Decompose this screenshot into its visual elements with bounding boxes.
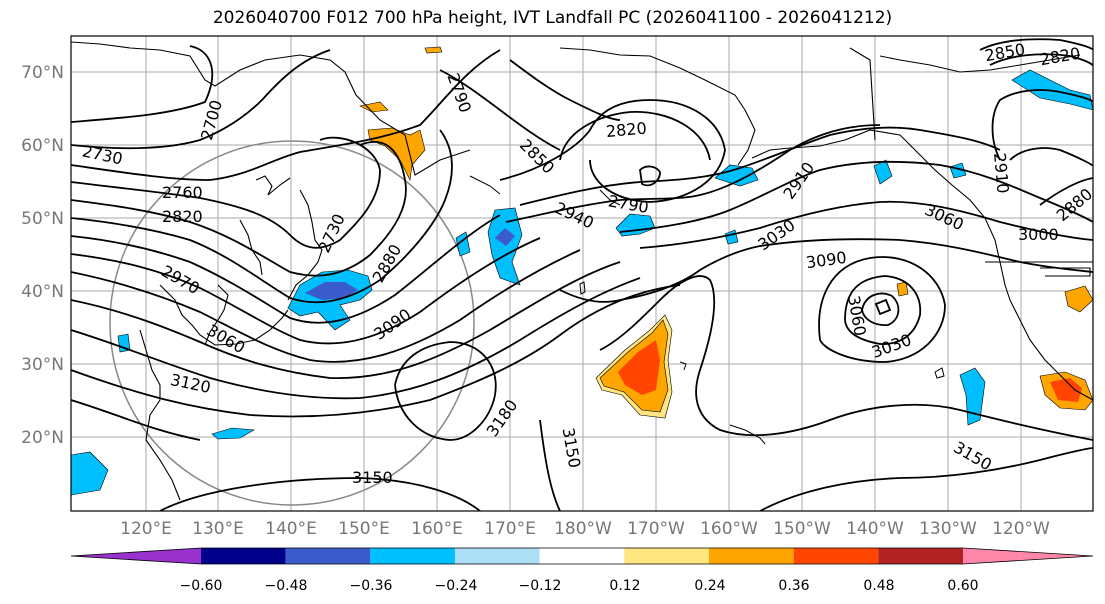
ivt-positive-shading [359, 46, 1093, 419]
lat-label: 40°N [21, 282, 64, 302]
gridlines [71, 36, 1093, 511]
map-title: 2026040700 F012 700 hPa height, IVT Land… [212, 8, 893, 28]
lon-label: 140°E [265, 519, 317, 539]
colorbar-segment [539, 548, 625, 564]
latitude-labels: 70°N 60°N 50°N 40°N 30°N 20°N [21, 63, 64, 448]
colorbar-segment [71, 548, 201, 564]
lat-label: 20°N [21, 428, 64, 448]
contour-label: 2820 [162, 207, 203, 226]
lon-label: 160°E [411, 519, 463, 539]
lat-label: 30°N [21, 355, 64, 375]
colorbar-tick: 0.12 [609, 578, 640, 594]
colorbar-tick: −0.24 [435, 578, 478, 594]
colorbar-segment [963, 548, 1093, 564]
colorbar-tick: 0.24 [694, 578, 725, 594]
lon-label: 140°W [846, 519, 904, 539]
colorbar-outline [70, 547, 1094, 565]
colorbar-tick: 0.36 [778, 578, 809, 594]
lon-label: 150°E [338, 519, 390, 539]
contour-label: 2910 [990, 152, 1012, 194]
longitude-labels: 120°E 130°E 140°E 150°E 160°E 170°E 180°… [120, 519, 1050, 539]
ivt-negative-shading [71, 69, 1093, 496]
colorbar-segment [370, 548, 455, 564]
coastlines [71, 41, 1093, 501]
colorbar-segment [709, 548, 794, 564]
contour-label: 3000 [1018, 225, 1059, 244]
lat-label: 60°N [21, 136, 64, 156]
colorbar-segment [201, 548, 286, 564]
islands [469, 175, 945, 445]
contour-label: 3150 [352, 468, 393, 487]
colorbar-ticks: −0.60 −0.48 −0.36 −0.24 −0.12 0.12 0.24 … [180, 578, 979, 594]
lon-label: 130°W [919, 519, 977, 539]
colorbar-tick: 0.48 [863, 578, 894, 594]
lon-label: 180°W [554, 519, 612, 539]
colorbar [70, 547, 1094, 565]
lon-label: 130°E [192, 519, 244, 539]
lon-label: 160°W [700, 519, 758, 539]
lat-label: 70°N [21, 63, 64, 83]
colorbar-segment [793, 548, 879, 564]
colorbar-tick: −0.48 [265, 578, 308, 594]
colorbar-tick: −0.12 [519, 578, 562, 594]
colorbar-tick: −0.36 [350, 578, 393, 594]
contour-label: 2820 [605, 119, 647, 141]
lat-label: 50°N [21, 209, 64, 229]
landfall-circle [109, 140, 475, 506]
colorbar-tick: −0.60 [180, 578, 223, 594]
map-frame [70, 35, 1094, 512]
colorbar-segment [285, 548, 371, 564]
lon-label: 170°E [484, 519, 536, 539]
colorbar-tick: 0.60 [947, 578, 978, 594]
colorbar-segment [455, 548, 540, 564]
height-contours [71, 38, 1093, 511]
lon-label: 150°W [773, 519, 831, 539]
lon-label: 170°W [627, 519, 685, 539]
lon-label: 120°W [992, 519, 1050, 539]
colorbar-segment [878, 548, 963, 564]
contour-label: 2760 [162, 183, 203, 202]
colorbar-segment [624, 548, 709, 564]
lon-label: 120°E [120, 519, 172, 539]
